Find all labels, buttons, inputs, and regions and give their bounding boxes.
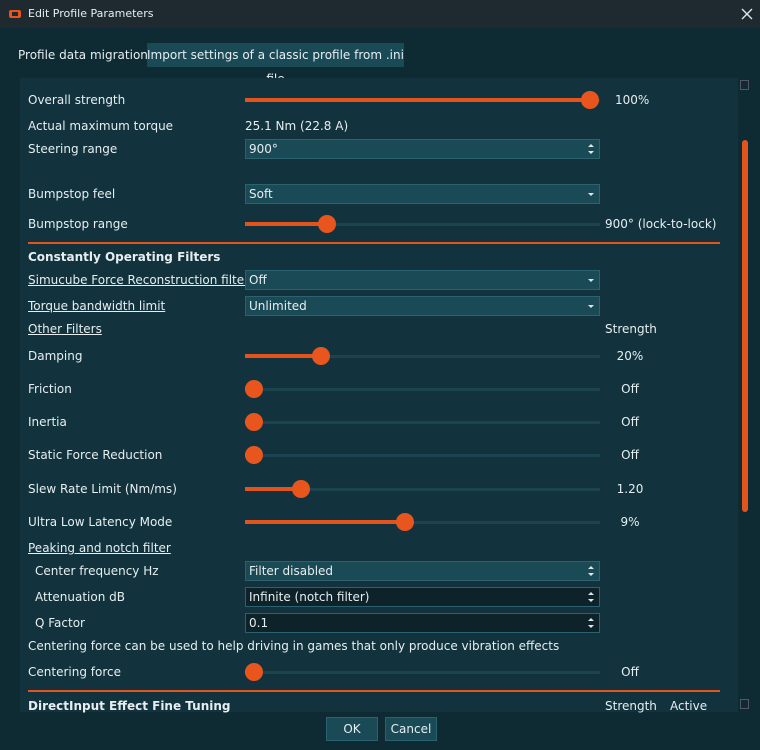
row-label: Simucube Force Reconstruction filter™: [28, 273, 262, 287]
column-header: Strength: [605, 322, 657, 336]
subsection-heading: Peaking and notch filter: [28, 541, 171, 555]
dropdown-value: Soft: [249, 187, 273, 201]
slider-track[interactable]: [245, 355, 600, 358]
dropdown-arrow: [586, 299, 596, 313]
info-note: Centering force can be used to help driv…: [28, 639, 560, 653]
slider-track[interactable]: [245, 488, 600, 491]
row-label: Overall strength: [28, 93, 126, 107]
slider-track[interactable]: [245, 454, 600, 457]
dropdown[interactable]: [245, 184, 600, 204]
slider-fill: [245, 520, 405, 524]
dropdown[interactable]: [245, 296, 600, 316]
spinbox[interactable]: [245, 613, 600, 633]
dropdown[interactable]: [245, 270, 600, 290]
slider-fill: [245, 222, 327, 226]
separator: [28, 242, 720, 244]
spinbox-value: 900°: [249, 142, 278, 156]
spinbox-value: Infinite (notch filter): [249, 590, 370, 604]
slider-handle[interactable]: [245, 663, 263, 681]
slider-value: 100%: [615, 93, 650, 107]
spinbox[interactable]: [245, 587, 600, 607]
slider-fill: [245, 98, 590, 102]
section-heading: Constantly Operating Filters: [28, 250, 221, 264]
row-label: Actual maximum torque: [28, 119, 174, 133]
row-label: Damping: [28, 349, 83, 363]
section-heading: DirectInput Effect Fine Tuning: [28, 699, 231, 713]
spinner: [586, 590, 596, 604]
slider-track[interactable]: [245, 388, 600, 391]
scroll-thumb[interactable]: [742, 140, 748, 512]
slider-handle[interactable]: [312, 347, 330, 365]
spinbox-value: 0.1: [249, 616, 269, 630]
dropdown-value: Off: [249, 273, 267, 287]
column-header: Strength: [605, 699, 657, 713]
slider-value: Off: [621, 415, 639, 429]
import-button[interactable]: Import settings of a classic profile fro…: [147, 43, 404, 86]
slider-handle[interactable]: [292, 480, 310, 498]
spinner: [586, 142, 596, 156]
slider-handle[interactable]: [318, 215, 336, 233]
column-header: Active: [670, 699, 708, 713]
slider-track[interactable]: [245, 521, 600, 524]
row-label: Attenuation dB: [35, 590, 126, 604]
ok-button[interactable]: OK: [326, 717, 378, 741]
spinner: [586, 616, 596, 630]
dropdown-arrow: [586, 273, 596, 287]
info-value: 25.1 Nm (22.8 A): [245, 119, 349, 133]
slider-handle[interactable]: [245, 413, 263, 431]
separator: [28, 690, 720, 692]
slider-value: Off: [621, 382, 639, 396]
scroll-down[interactable]: [740, 699, 749, 709]
row-label: Static Force Reduction: [28, 448, 163, 462]
cancel-button[interactable]: Cancel: [385, 717, 437, 741]
dropdown-value: Unlimited: [249, 299, 307, 313]
close-button[interactable]: [741, 8, 753, 20]
slider-value: 900° (lock-to-lock): [605, 217, 717, 231]
window-title: Edit Profile Parameters: [28, 7, 154, 20]
row-label: Friction: [28, 382, 72, 396]
slider-value: 20%: [616, 349, 644, 363]
spinbox-value: Filter disabled: [249, 564, 334, 578]
subsection-heading: Other Filters: [28, 322, 102, 336]
dropdown-arrow: [586, 187, 596, 201]
spinbox[interactable]: [245, 561, 600, 581]
slider-value: Off: [621, 448, 639, 462]
row-label: Center frequency Hz: [35, 564, 159, 578]
slider-value: 1.20: [616, 482, 644, 496]
slider-handle[interactable]: [245, 446, 263, 464]
slider-value: Off: [621, 665, 639, 679]
migration-label: Profile data migration:: [18, 48, 152, 62]
row-label: Bumpstop range: [28, 217, 128, 231]
row-label: Torque bandwidth limit: [28, 299, 166, 313]
spinbox[interactable]: [245, 139, 600, 159]
row-label: Steering range: [28, 142, 118, 156]
row-label: Inertia: [28, 415, 67, 429]
slider-fill: [245, 487, 301, 491]
slider-value: 9%: [620, 515, 640, 529]
slider-track[interactable]: [245, 671, 600, 674]
row-label: Bumpstop feel: [28, 187, 116, 201]
row-label: Centering force: [28, 665, 121, 679]
slider-track[interactable]: [245, 421, 600, 424]
spinner: [586, 564, 596, 578]
row-label: Q Factor: [35, 616, 85, 630]
slider-handle[interactable]: [581, 91, 599, 109]
row-label: Ultra Low Latency Mode: [28, 515, 173, 529]
scroll-up[interactable]: [740, 80, 749, 90]
row-label: Slew Rate Limit (Nm/ms): [28, 482, 177, 496]
slider-handle[interactable]: [245, 380, 263, 398]
title-bar: Edit Profile Parameters: [0, 0, 760, 28]
slider-handle[interactable]: [396, 513, 414, 531]
slider-track[interactable]: [245, 223, 600, 226]
app-icon: [9, 10, 21, 18]
slider-fill: [245, 354, 321, 358]
